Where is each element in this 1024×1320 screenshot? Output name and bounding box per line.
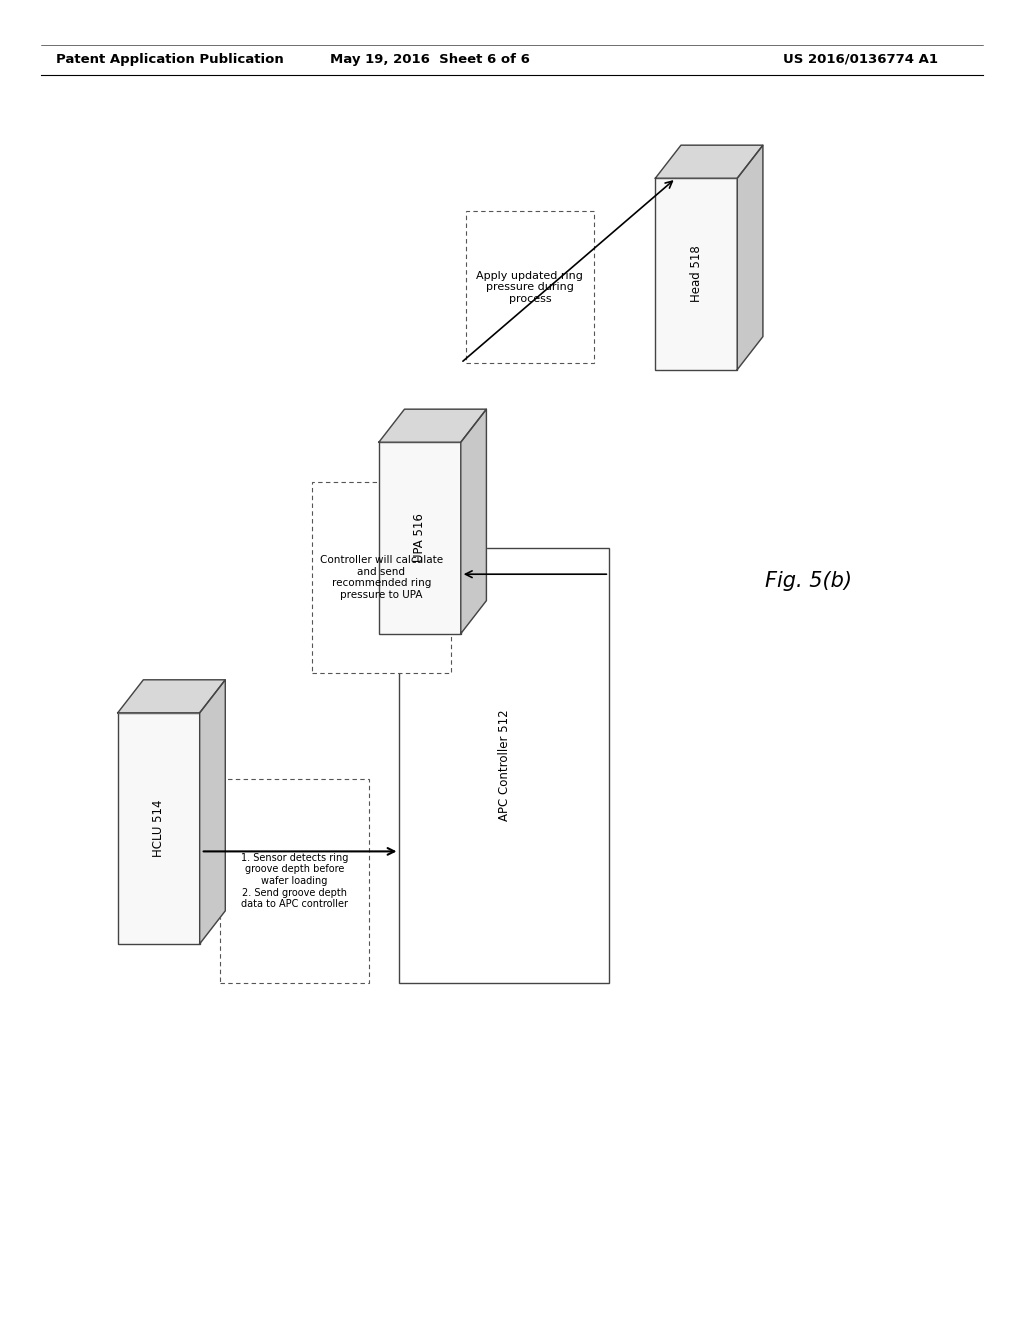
Polygon shape [200, 680, 225, 944]
Text: May 19, 2016  Sheet 6 of 6: May 19, 2016 Sheet 6 of 6 [330, 53, 530, 66]
Polygon shape [737, 145, 763, 370]
Bar [118, 713, 200, 944]
Polygon shape [379, 409, 486, 442]
Text: Apply updated ring
pressure during
process: Apply updated ring pressure during proce… [476, 271, 584, 304]
Text: Head 518: Head 518 [690, 246, 702, 302]
Bar [399, 548, 609, 983]
Bar [655, 178, 737, 370]
Bar [379, 442, 461, 634]
Text: APC Controller 512: APC Controller 512 [498, 710, 511, 821]
Text: Fig. 5(b): Fig. 5(b) [766, 570, 852, 591]
Text: HCLU 514: HCLU 514 [153, 800, 165, 857]
Text: 1. Sensor detects ring
groove depth before
wafer loading
2. Send groove depth
da: 1. Sensor detects ring groove depth befo… [241, 853, 348, 909]
Text: Patent Application Publication: Patent Application Publication [56, 53, 284, 66]
Polygon shape [655, 145, 763, 178]
Bar [312, 482, 451, 673]
Bar [466, 211, 594, 363]
Polygon shape [118, 680, 225, 713]
Text: UPA 516: UPA 516 [414, 513, 426, 562]
Bar [220, 779, 369, 983]
Text: Controller will calculate
and send
recommended ring
pressure to UPA: Controller will calculate and send recom… [319, 556, 443, 599]
Text: US 2016/0136774 A1: US 2016/0136774 A1 [782, 53, 938, 66]
Polygon shape [461, 409, 486, 634]
